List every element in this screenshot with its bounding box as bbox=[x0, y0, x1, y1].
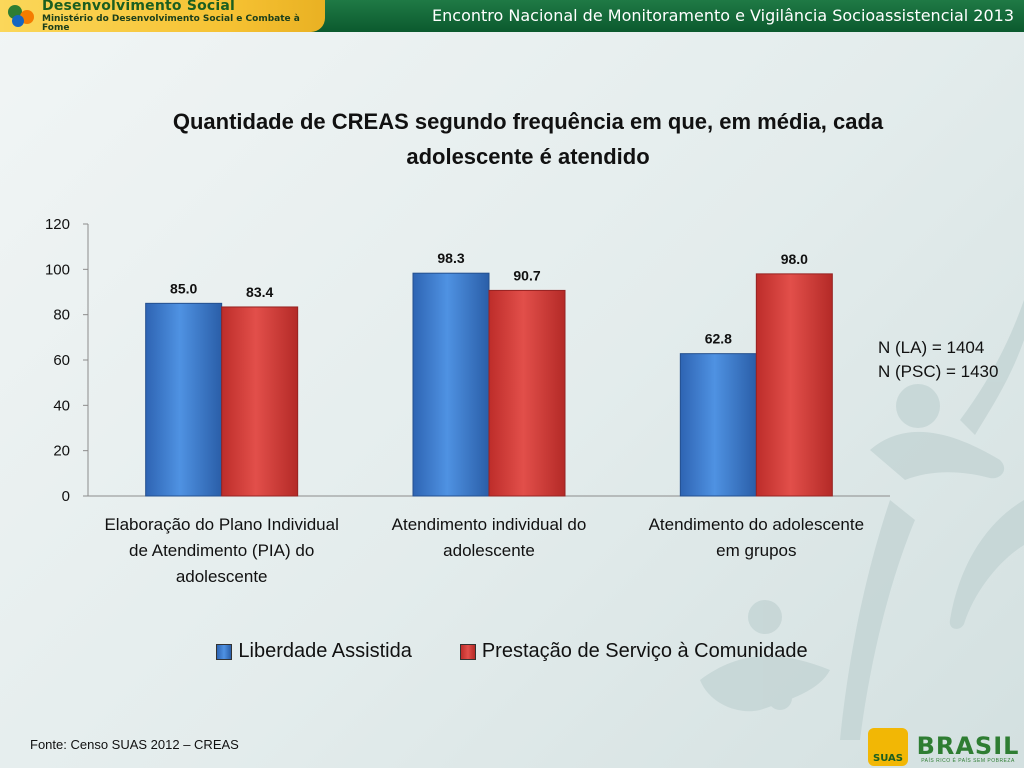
y-tick-label: 60 bbox=[53, 352, 70, 369]
bar-value-label: 98.0 bbox=[781, 251, 808, 267]
legend-item-series-1: Liberdade Assistida bbox=[216, 640, 412, 663]
suas-logo-text: SUAS bbox=[873, 753, 903, 764]
bar-value-label: 98.3 bbox=[437, 250, 464, 266]
source-note: Fonte: Censo SUAS 2012 – CREAS bbox=[30, 737, 239, 752]
event-title: Encontro Nacional de Monitoramento e Vig… bbox=[432, 6, 1014, 25]
y-tick-label: 80 bbox=[53, 307, 70, 324]
legend-swatch-red bbox=[459, 643, 476, 660]
chart-title-line-1: Quantidade de CREAS segundo frequência e… bbox=[172, 109, 884, 134]
bar-series-2 bbox=[221, 306, 299, 497]
x-category-label: adolescente bbox=[176, 567, 268, 586]
legend-item-series-2: Prestação de Serviço à Comunidade bbox=[459, 640, 808, 663]
bar-series-1 bbox=[412, 272, 490, 497]
ministry-logo-icon bbox=[0, 0, 42, 32]
n-la-label: N (LA) = 1404 bbox=[878, 338, 985, 357]
header-bar: Desenvolvimento Social Ministério do Des… bbox=[0, 0, 1024, 33]
x-category-label: Atendimento individual do bbox=[392, 515, 587, 534]
ministry-subtitle: Ministério do Desenvolvimento Social e C… bbox=[42, 14, 300, 33]
ministry-banner: Desenvolvimento Social Ministério do Des… bbox=[0, 0, 325, 33]
x-category-label: em grupos bbox=[716, 541, 796, 560]
y-tick-label: 20 bbox=[53, 443, 70, 460]
y-tick-label: 120 bbox=[45, 216, 70, 233]
legend-swatch-blue bbox=[216, 643, 233, 660]
bar-series-1 bbox=[145, 302, 223, 497]
suas-logo: SUAS bbox=[868, 728, 908, 766]
bar-value-label: 62.8 bbox=[705, 331, 732, 347]
x-category-label: Elaboração do Plano Individual bbox=[104, 515, 338, 534]
x-category-label: de Atendimento (PIA) do bbox=[129, 541, 314, 560]
bar-value-label: 83.4 bbox=[246, 284, 273, 300]
brasil-logo-tagline: PAÍS RICO É PAÍS SEM POBREZA bbox=[921, 758, 1015, 764]
brasil-logo: BRASIL PAÍS RICO É PAÍS SEM POBREZA bbox=[916, 732, 1020, 765]
y-tick-label: 40 bbox=[53, 397, 70, 414]
bar-value-label: 85.0 bbox=[170, 280, 197, 296]
y-tick-label: 100 bbox=[45, 261, 70, 278]
y-tick-label: 0 bbox=[62, 488, 70, 505]
n-psc-label: N (PSC) = 1430 bbox=[878, 362, 999, 381]
x-category-label: Atendimento do adolescente bbox=[649, 515, 865, 534]
chart-legend: Liberdade Assistida Prestação de Serviço… bbox=[0, 640, 1024, 663]
ministry-name: Desenvolvimento Social bbox=[42, 0, 236, 14]
bar-series-1 bbox=[679, 353, 757, 497]
bar-value-label: 90.7 bbox=[513, 267, 540, 283]
legend-label-series-1: Liberdade Assistida bbox=[238, 640, 412, 662]
x-category-label: adolescente bbox=[443, 541, 535, 560]
bar-series-2 bbox=[755, 273, 833, 497]
chart-title-line-2: adolescente é atendido bbox=[406, 144, 650, 169]
sample-size-note: N (LA) = 1404 N (PSC) = 1430 bbox=[878, 336, 998, 384]
brasil-logo-text: BRASIL bbox=[916, 732, 1020, 760]
legend-label-series-2: Prestação de Serviço à Comunidade bbox=[481, 640, 808, 662]
bar-series-2 bbox=[488, 289, 566, 497]
chart-title: Quantidade de CREAS segundo frequência e… bbox=[100, 104, 956, 174]
